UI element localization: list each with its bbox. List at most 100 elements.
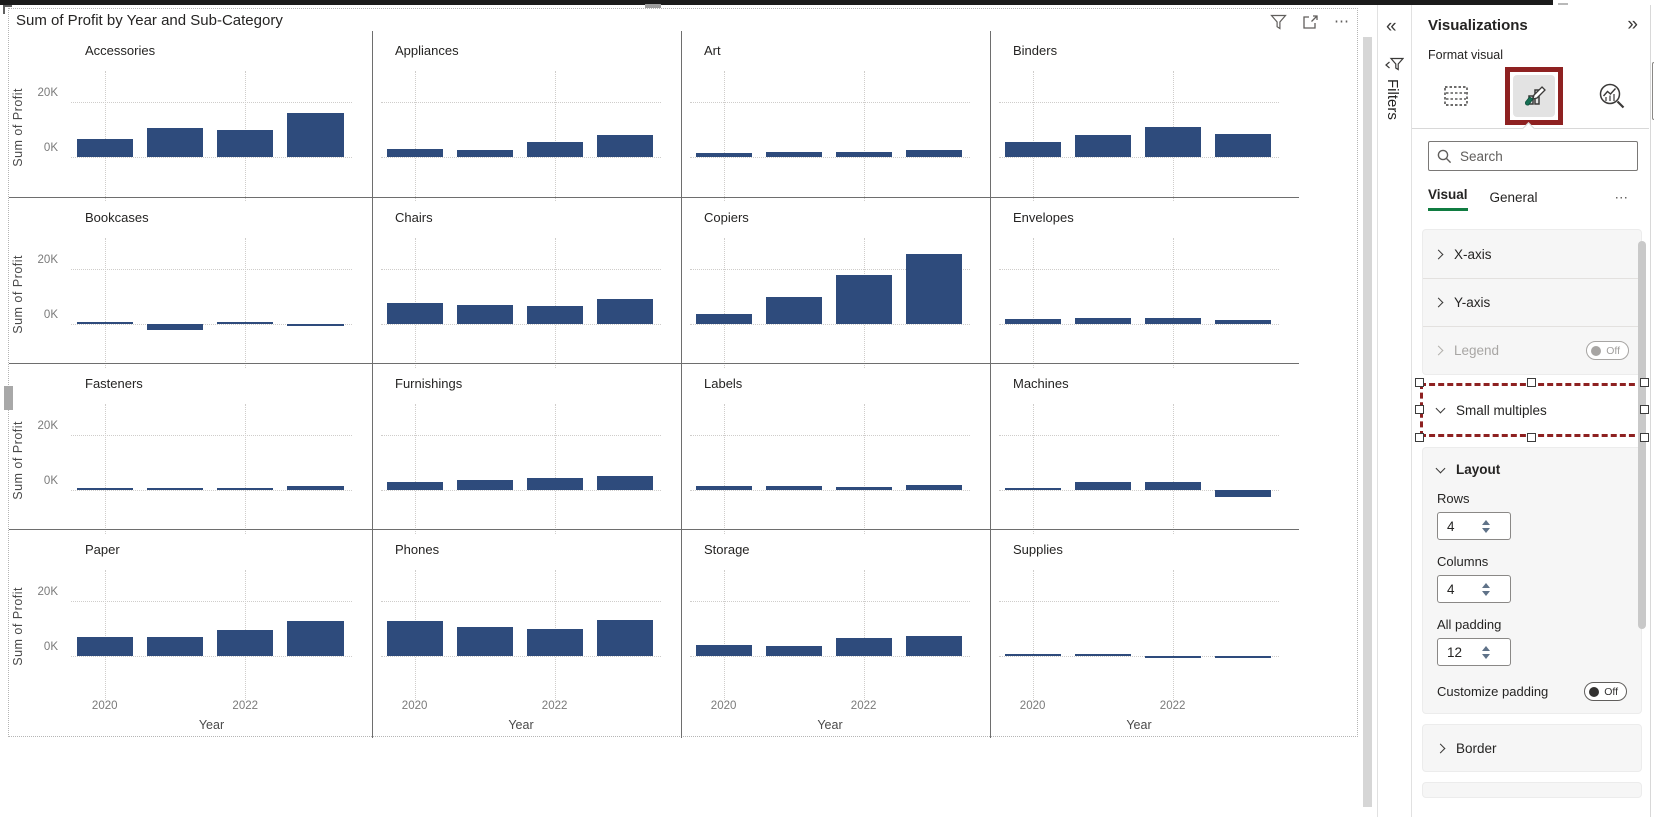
bar-2023[interactable]	[287, 486, 344, 490]
stepper-arrows-icon[interactable]	[1482, 645, 1490, 659]
tab-general[interactable]: General	[1489, 190, 1538, 205]
next-section-card[interactable]	[1422, 782, 1642, 798]
bar-2021[interactable]	[1074, 654, 1131, 656]
stepper-arrows-icon[interactable]	[1482, 519, 1490, 533]
bar-2020[interactable]	[386, 621, 443, 656]
bar-2020[interactable]	[386, 303, 443, 324]
bar-2020[interactable]	[76, 637, 133, 656]
tab-visual[interactable]: Visual	[1428, 187, 1468, 211]
analytics-icon[interactable]	[1592, 76, 1632, 116]
bar-2022[interactable]	[1144, 126, 1201, 157]
bar-2022[interactable]	[835, 152, 892, 157]
bar-2021[interactable]	[765, 646, 822, 656]
bar-2021[interactable]	[1074, 481, 1131, 490]
bar-2022[interactable]	[835, 638, 892, 656]
visual-left-resize-handle[interactable]	[4, 386, 13, 410]
bar-2021[interactable]	[765, 152, 822, 157]
bar-2022[interactable]	[835, 274, 892, 324]
format-visual-icon[interactable]	[1513, 75, 1555, 117]
bar-2023[interactable]	[905, 485, 962, 490]
bar-2022[interactable]	[217, 129, 274, 157]
bar-2023[interactable]	[905, 253, 962, 324]
canvas-vertical-scrollbar[interactable]	[1363, 37, 1372, 807]
section-x-axis[interactable]: X-axis	[1423, 230, 1641, 278]
bar-2020[interactable]	[695, 486, 752, 490]
bar-2022[interactable]	[1144, 656, 1201, 658]
bar-2021[interactable]	[146, 324, 204, 330]
bar-2023[interactable]	[287, 113, 344, 157]
bar-2023[interactable]	[1214, 490, 1271, 497]
small-multiples-visual[interactable]: Sum of Profit by Year and Sub-Category ⋯…	[3, 5, 1358, 738]
bar-2023[interactable]	[1214, 133, 1271, 157]
bar-2023[interactable]	[287, 324, 344, 326]
bar-2020[interactable]	[386, 482, 443, 490]
legend-toggle[interactable]: Off	[1586, 341, 1629, 360]
filters-expand-icon[interactable]: «	[1386, 16, 1397, 37]
bar-2022[interactable]	[526, 629, 583, 656]
all-padding-input[interactable]	[1438, 644, 1480, 660]
bar-2022[interactable]	[526, 477, 583, 490]
bar-2022[interactable]	[1144, 481, 1201, 490]
bar-2020[interactable]	[695, 314, 752, 324]
bar-2021[interactable]	[146, 637, 204, 656]
layout-header[interactable]: Layout	[1435, 462, 1627, 477]
format-search-box[interactable]	[1428, 141, 1638, 171]
bar-2020[interactable]	[1004, 488, 1061, 490]
bar-2022[interactable]	[835, 487, 892, 490]
bar-2021[interactable]	[765, 485, 822, 490]
stepper-arrows-icon[interactable]	[1482, 582, 1490, 596]
bar-2020[interactable]	[76, 488, 133, 490]
tabs-more-icon[interactable]: ⋯	[1614, 190, 1630, 205]
bar-2022[interactable]	[217, 488, 274, 490]
bar-2021[interactable]	[146, 488, 204, 490]
more-options-icon[interactable]: ⋯	[1334, 13, 1351, 30]
filters-pane-label[interactable]: Filters	[1384, 79, 1401, 120]
rows-stepper[interactable]	[1437, 512, 1511, 540]
bar-2021[interactable]	[146, 128, 204, 157]
bar-2022[interactable]	[526, 141, 583, 157]
build-visual-icon[interactable]	[1436, 76, 1476, 116]
bar-2023[interactable]	[596, 619, 653, 656]
section-legend[interactable]: Legend Off	[1423, 326, 1641, 374]
bar-2020[interactable]	[1004, 141, 1061, 157]
bar-2022[interactable]	[1144, 318, 1201, 324]
bar-2020[interactable]	[76, 322, 133, 324]
pane-expand-icon[interactable]: »	[1627, 14, 1638, 35]
bar-2022[interactable]	[526, 306, 583, 324]
bar-2020[interactable]	[1004, 319, 1061, 324]
rows-input[interactable]	[1438, 518, 1480, 534]
bar-2021[interactable]	[456, 149, 513, 157]
bar-2023[interactable]	[596, 476, 653, 490]
bar-2023[interactable]	[905, 150, 962, 157]
bar-2020[interactable]	[76, 139, 133, 157]
bar-2020[interactable]	[695, 152, 752, 157]
bar-2021[interactable]	[1074, 317, 1131, 324]
visual-top-resize-handle[interactable]	[645, 4, 661, 11]
focus-mode-icon[interactable]	[1302, 14, 1319, 30]
bar-2020[interactable]	[386, 149, 443, 157]
section-y-axis[interactable]: Y-axis	[1423, 278, 1641, 326]
bar-2022[interactable]	[217, 629, 274, 656]
bar-2023[interactable]	[905, 636, 962, 656]
bar-2021[interactable]	[456, 480, 513, 490]
bar-2023[interactable]	[596, 135, 653, 157]
bar-2020[interactable]	[1004, 654, 1061, 656]
bar-2023[interactable]	[287, 621, 344, 656]
bar-2023[interactable]	[1214, 319, 1271, 324]
section-small-multiples[interactable]: Small multiples	[1420, 383, 1644, 437]
bar-2021[interactable]	[765, 296, 822, 324]
bar-2021[interactable]	[1074, 135, 1131, 157]
bar-2023[interactable]	[1214, 656, 1271, 659]
bar-2021[interactable]	[456, 305, 513, 324]
all-padding-stepper[interactable]	[1437, 638, 1511, 666]
bar-2020[interactable]	[695, 645, 752, 656]
section-border[interactable]: Border	[1423, 725, 1641, 771]
columns-input[interactable]	[1438, 581, 1480, 597]
customize-padding-toggle[interactable]: Off	[1584, 682, 1627, 701]
bar-2022[interactable]	[217, 322, 274, 324]
filter-funnel-icon[interactable]	[1270, 14, 1287, 30]
bar-2021[interactable]	[456, 626, 513, 656]
bar-2023[interactable]	[596, 299, 653, 324]
columns-stepper[interactable]	[1437, 575, 1511, 603]
search-input[interactable]	[1460, 148, 1610, 164]
